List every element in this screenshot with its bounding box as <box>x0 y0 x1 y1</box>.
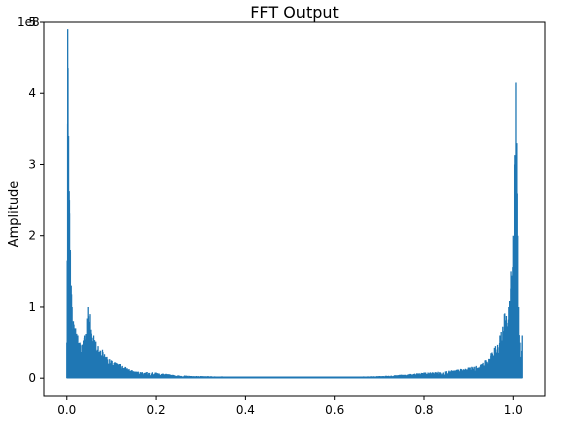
x-tick-label: 1.0 <box>504 403 523 417</box>
y-axis-label: Amplitude <box>7 181 22 248</box>
y-tick-label: 2 <box>28 229 36 243</box>
y-tick-label: 4 <box>28 86 36 100</box>
y-axis-scale-label: 1e8 <box>17 15 40 29</box>
plot-area-frame <box>43 21 546 397</box>
ticks-layer: 0.0 0.2 0.4 0.6 0.8 1.0 0 1 2 3 4 5 <box>28 15 522 417</box>
y-tick-label: 1 <box>28 300 36 314</box>
series-layer <box>66 29 523 379</box>
chart-title: FFT Output <box>250 3 339 22</box>
y-tick-label: 5 <box>28 15 36 29</box>
x-tick-label: 0.2 <box>147 403 166 417</box>
x-tick-label: 0.0 <box>57 403 76 417</box>
x-tick-label: 0.8 <box>414 403 433 417</box>
x-tick-label: 0.6 <box>325 403 344 417</box>
y-tick-label: 0 <box>28 371 36 385</box>
y-tick-label: 3 <box>28 157 36 171</box>
x-tick-label: 0.4 <box>236 403 255 417</box>
